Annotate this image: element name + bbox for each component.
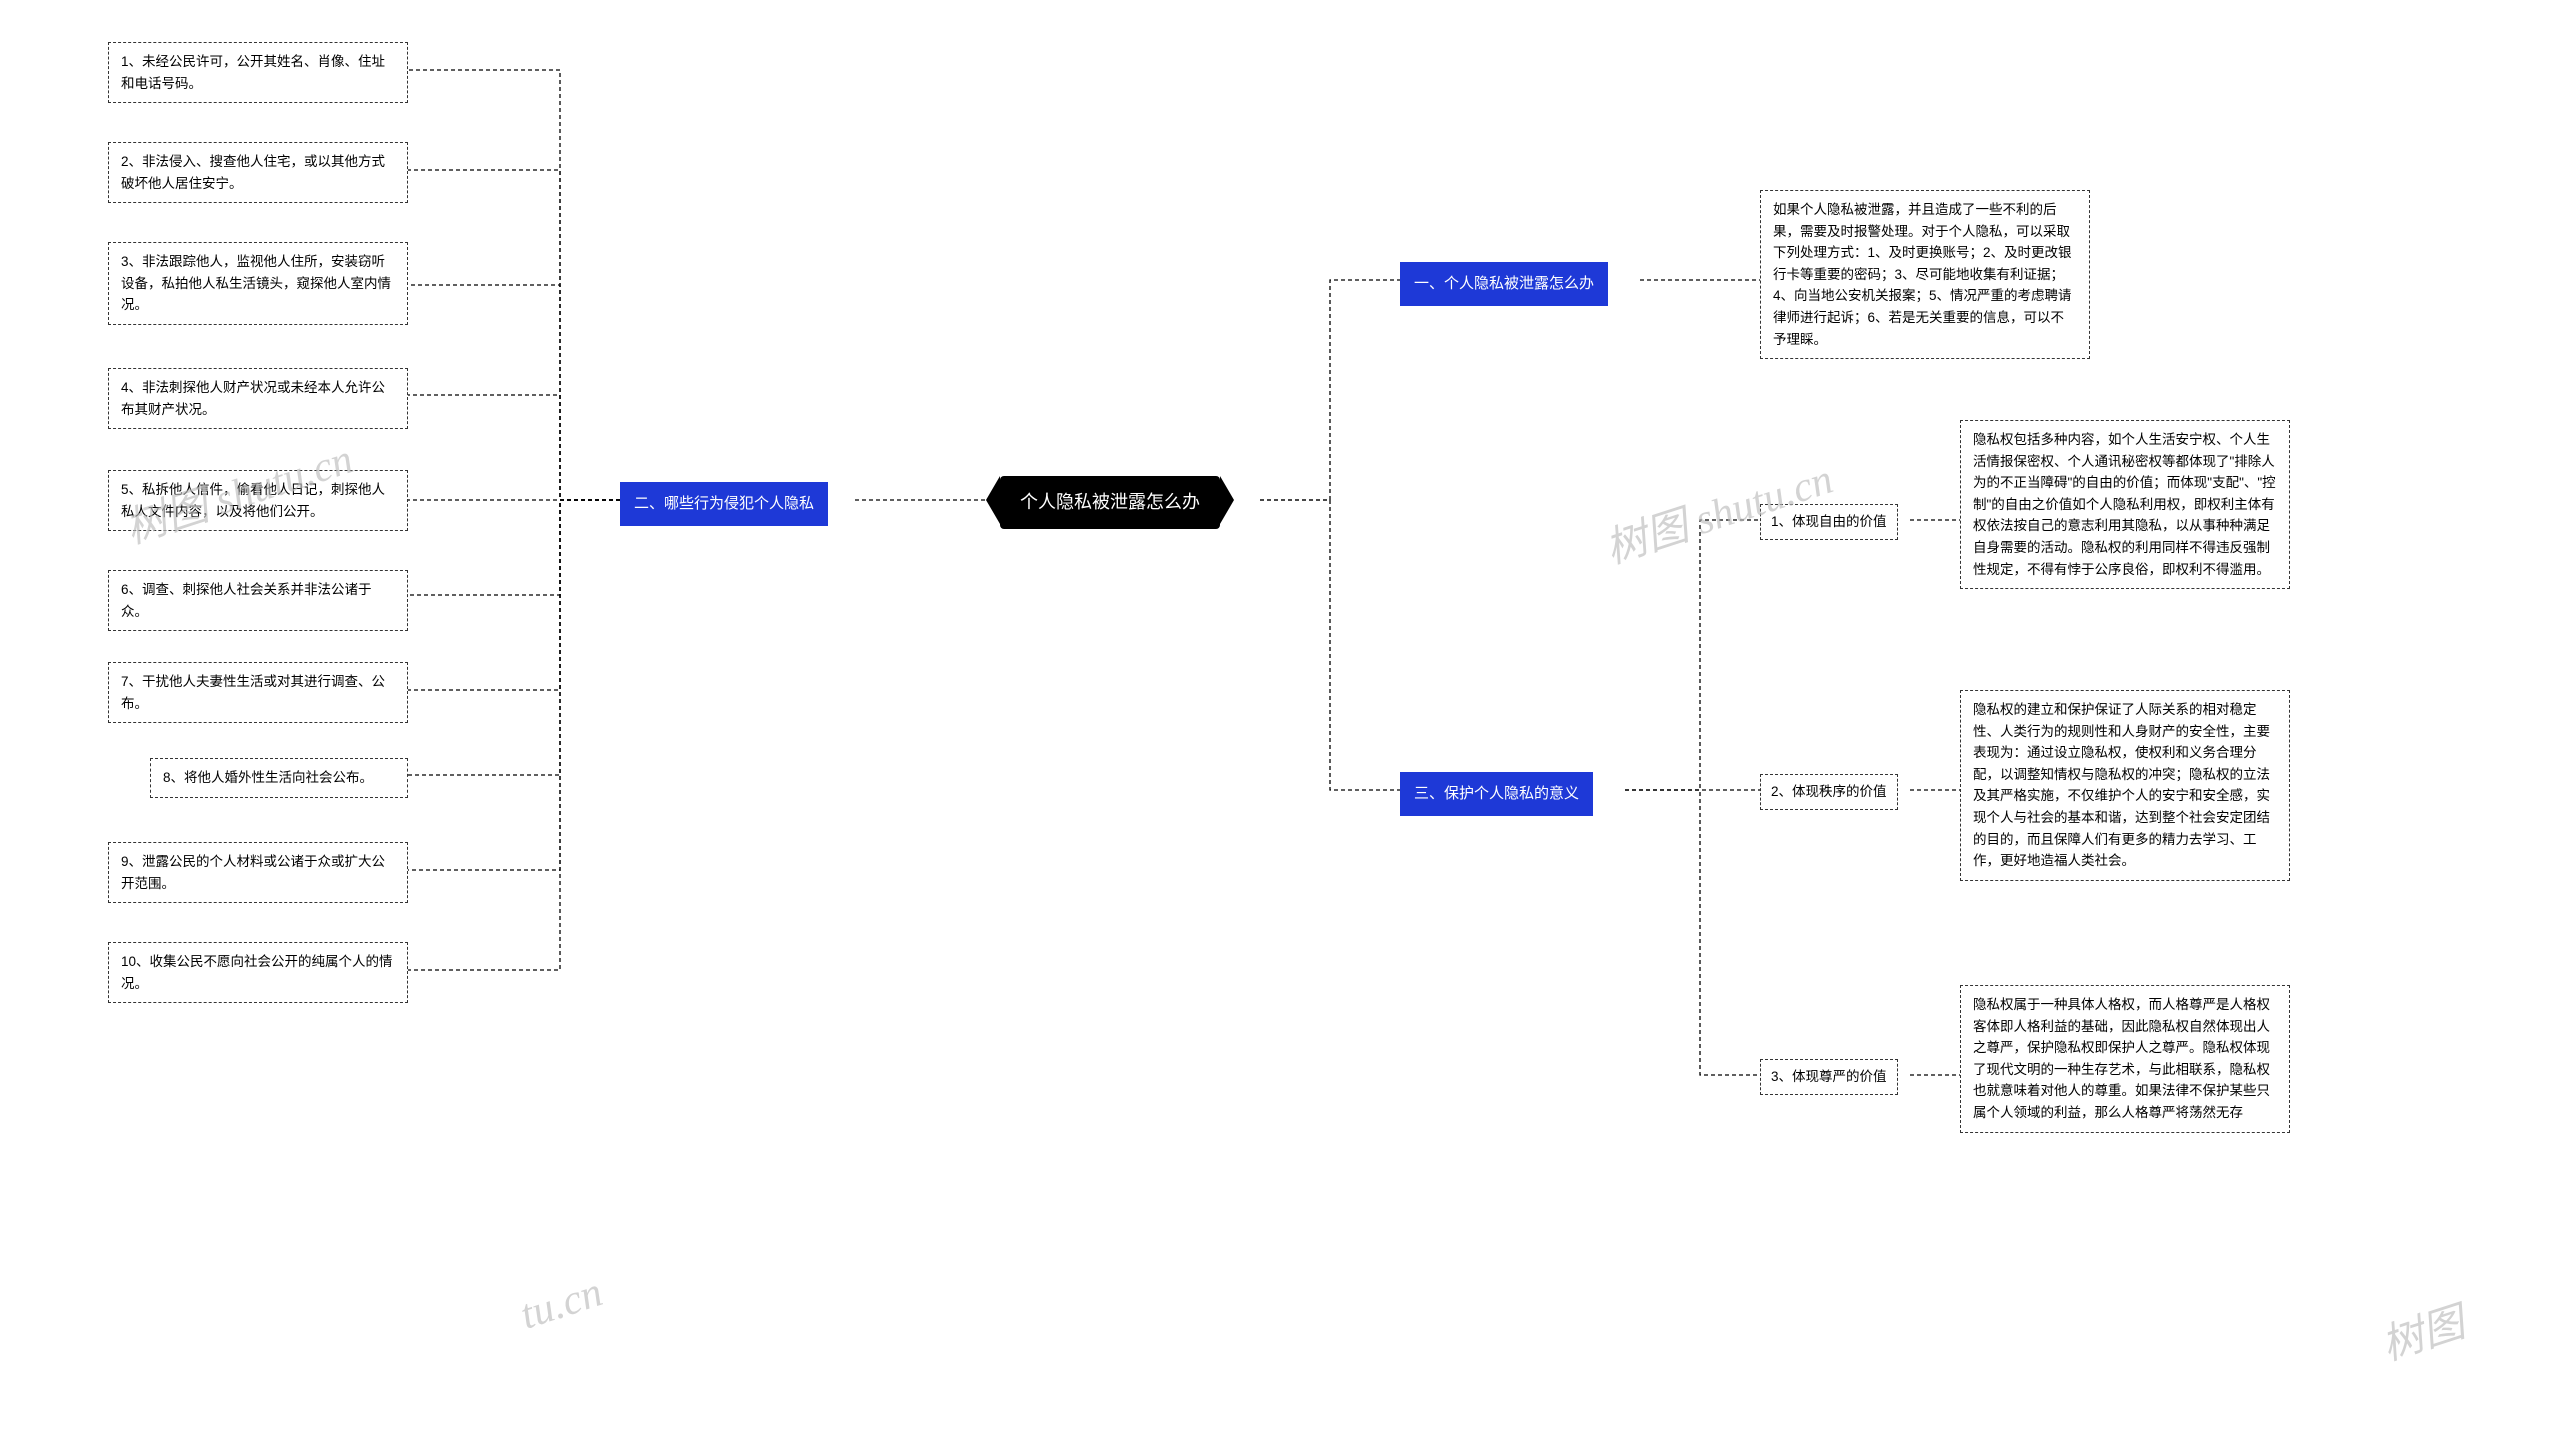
watermark: tu.cn (515, 1268, 609, 1339)
leaf-text: 10、收集公民不愿向社会公开的纯属个人的情况。 (121, 954, 393, 991)
left-leaf: 10、收集公民不愿向社会公开的纯属个人的情况。 (108, 942, 408, 1003)
left-leaf: 3、非法跟踪他人，监视他人住所，安装窃听设备，私拍他人私生活镜头，窥探他人室内情… (108, 242, 408, 325)
leaf-text: 2、非法侵入、搜查他人住宅，或以其他方式破坏他人居住安宁。 (121, 154, 385, 191)
watermark: 树图 (2373, 1289, 2472, 1373)
left-leaf: 2、非法侵入、搜查他人住宅，或以其他方式破坏他人居住安宁。 (108, 142, 408, 203)
left-leaf: 9、泄露公民的个人材料或公诸于众或扩大公开范围。 (108, 842, 408, 903)
root-label: 个人隐私被泄露怎么办 (1020, 492, 1200, 512)
branch-r1: 一、个人隐私被泄露怎么办 (1400, 262, 1608, 306)
left-leaf: 4、非法刺探他人财产状况或未经本人允许公布其财产状况。 (108, 368, 408, 429)
leaf-text: 1、未经公民许可，公开其姓名、肖像、住址和电话号码。 (121, 54, 385, 91)
r2-label-node: 2、体现秩序的价值 (1760, 774, 1898, 810)
r2-leaf: 隐私权属于一种具体人格权，而人格尊严是人格权客体即人格利益的基础，因此隐私权自然… (1960, 985, 2290, 1133)
leaf-text: 如果个人隐私被泄露，并且造成了一些不利的后果，需要及时报警处理。对于个人隐私，可… (1773, 202, 2072, 347)
left-leaf: 6、调查、刺探他人社会关系并非法公诸于众。 (108, 570, 408, 631)
leaf-text: 9、泄露公民的个人材料或公诸于众或扩大公开范围。 (121, 854, 385, 891)
label-text: 3、体现尊严的价值 (1771, 1069, 1887, 1084)
leaf-text: 隐私权包括多种内容，如个人生活安宁权、个人生活情报保密权、个人通讯秘密权等都体现… (1973, 432, 2276, 577)
branch-r2: 三、保护个人隐私的意义 (1400, 772, 1593, 816)
r2-label-node: 3、体现尊严的价值 (1760, 1059, 1898, 1095)
leaf-text: 6、调查、刺探他人社会关系并非法公诸于众。 (121, 582, 372, 619)
left-leaf: 7、干扰他人夫妻性生活或对其进行调查、公布。 (108, 662, 408, 723)
label-text: 2、体现秩序的价值 (1771, 784, 1887, 799)
r2-leaf: 隐私权的建立和保护保证了人际关系的相对稳定性、人类行为的规则性和人身财产的安全性… (1960, 690, 2290, 881)
branch-r1-label: 一、个人隐私被泄露怎么办 (1414, 275, 1594, 292)
root-node: 个人隐私被泄露怎么办 (1000, 476, 1220, 529)
watermark: 树图 shutu.cn (1596, 445, 1839, 576)
branch-left: 二、哪些行为侵犯个人隐私 (620, 482, 828, 526)
leaf-text: 7、干扰他人夫妻性生活或对其进行调查、公布。 (121, 674, 385, 711)
leaf-text: 3、非法跟踪他人，监视他人住所，安装窃听设备，私拍他人私生活镜头，窥探他人室内情… (121, 254, 391, 312)
left-leaf: 1、未经公民许可，公开其姓名、肖像、住址和电话号码。 (108, 42, 408, 103)
left-leaf: 8、将他人婚外性生活向社会公布。 (150, 758, 408, 798)
r1-leaf: 如果个人隐私被泄露，并且造成了一些不利的后果，需要及时报警处理。对于个人隐私，可… (1760, 190, 2090, 359)
branch-left-label: 二、哪些行为侵犯个人隐私 (634, 495, 814, 512)
leaf-text: 4、非法刺探他人财产状况或未经本人允许公布其财产状况。 (121, 380, 385, 417)
r2-leaf: 隐私权包括多种内容，如个人生活安宁权、个人生活情报保密权、个人通讯秘密权等都体现… (1960, 420, 2290, 589)
leaf-text: 隐私权属于一种具体人格权，而人格尊严是人格权客体即人格利益的基础，因此隐私权自然… (1973, 997, 2270, 1120)
watermark: 树图 shutu.cn (116, 425, 359, 556)
leaf-text: 隐私权的建立和保护保证了人际关系的相对稳定性、人类行为的规则性和人身财产的安全性… (1973, 702, 2270, 868)
branch-r2-label: 三、保护个人隐私的意义 (1414, 785, 1579, 802)
leaf-text: 8、将他人婚外性生活向社会公布。 (163, 770, 373, 785)
